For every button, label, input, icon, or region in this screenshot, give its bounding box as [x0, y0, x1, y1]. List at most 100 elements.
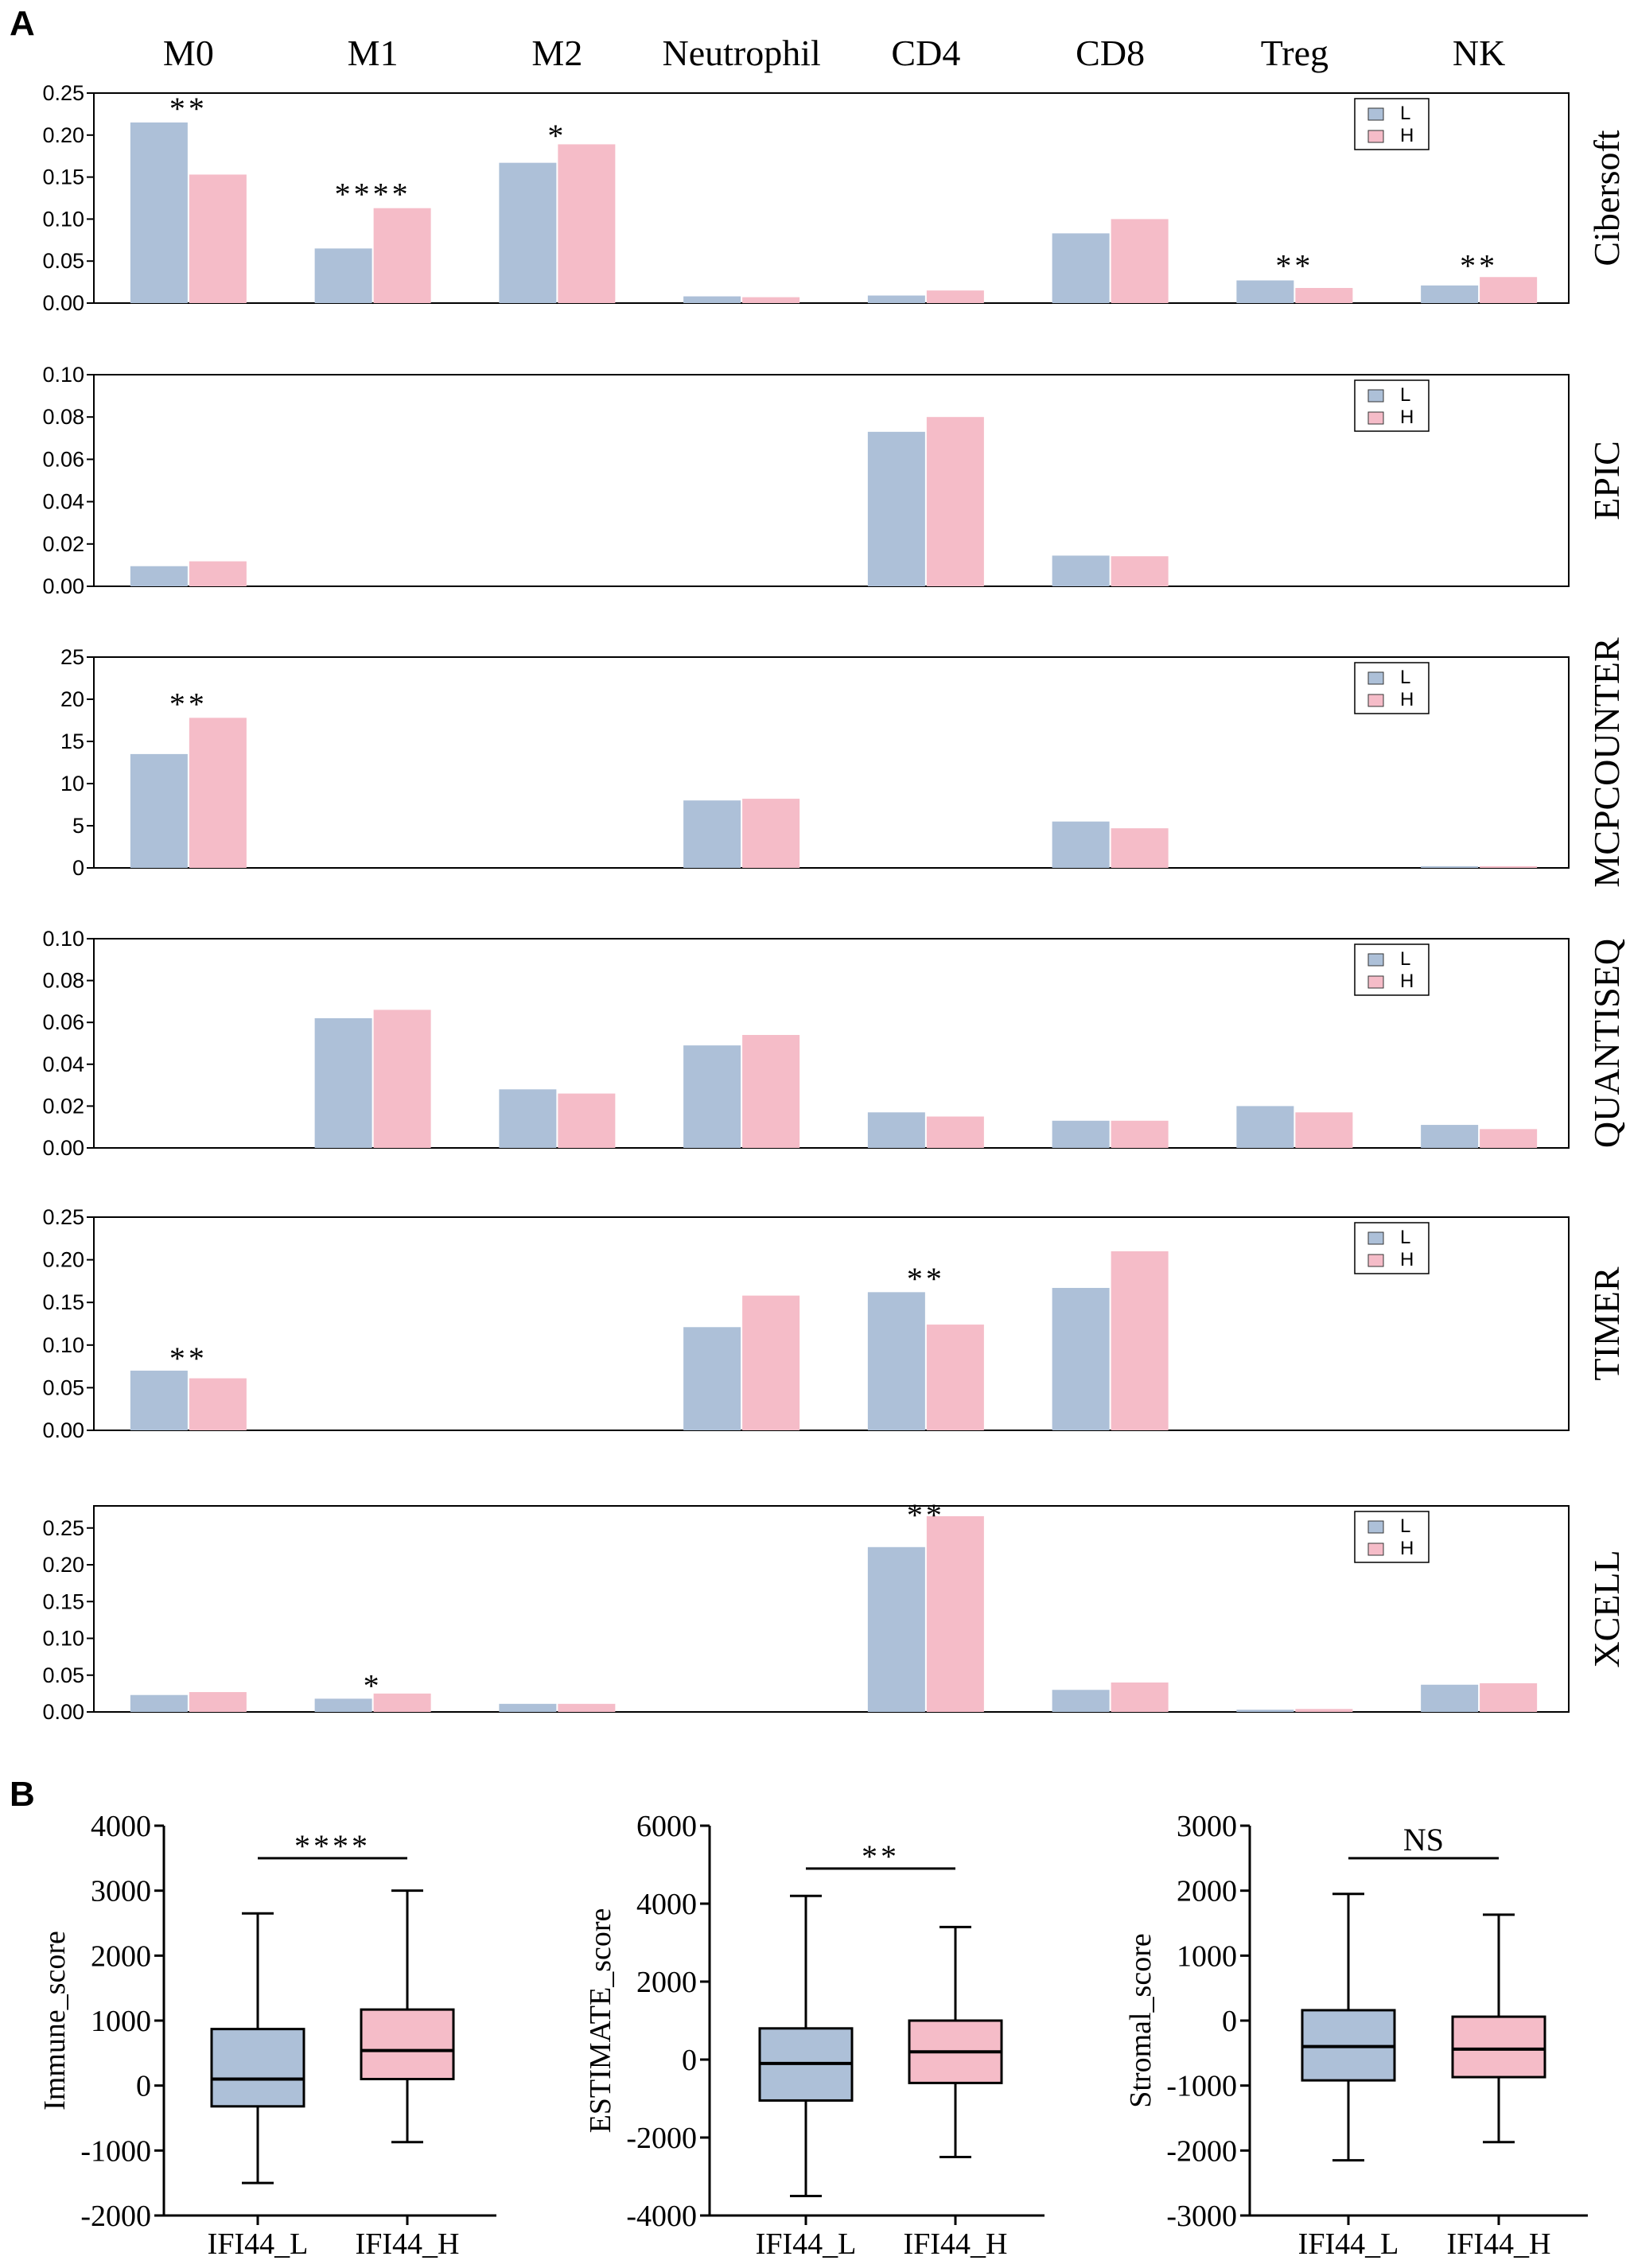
bar-l-cd4: [867, 431, 925, 586]
bar-h-m0: [189, 718, 247, 868]
y-tick-label: 0.00: [42, 291, 84, 315]
plot-frame: [93, 92, 1570, 304]
y-tick-label: 0.20: [42, 1553, 84, 1577]
significance-cd4: **: [907, 1261, 945, 1297]
bar-h-neutrophil: [742, 297, 800, 303]
bar-h-nk: [1480, 866, 1538, 868]
y-tick-label: 0: [682, 2044, 697, 2077]
y-tick-label: 1000: [91, 2005, 151, 2038]
y-tick-label: 1000: [1177, 1939, 1237, 1973]
y-tick-label: -4000: [626, 2200, 697, 2233]
bar-h-cd8: [1111, 556, 1169, 586]
bar-h-treg: [1295, 287, 1353, 303]
plot-frame: [93, 374, 1570, 587]
bar-l-nk: [1421, 285, 1479, 303]
method-label: MCPCOUNTER: [1586, 637, 1627, 888]
legend-label-h: H: [1400, 689, 1414, 710]
bar-l-m0: [130, 753, 188, 868]
y-tick-label: 5: [72, 814, 84, 838]
y-tick-label: 20: [60, 687, 84, 711]
y-tick-label: 0.05: [42, 1375, 84, 1399]
iqr-box: [210, 2028, 305, 2108]
legend-label-l: L: [1400, 1227, 1410, 1248]
y-tick-label: 0.04: [42, 1052, 84, 1076]
y-tick-label: 0: [72, 856, 84, 880]
bar-h-cd4: [926, 417, 984, 586]
box-plot-stromal-score: -3000 -2000 -1000 0 1000 2000 3000 Stromal_scor…: [1124, 1810, 1588, 2261]
box-ifi44-l: IFI44_L: [1298, 1893, 1399, 2261]
significance-m0: **: [169, 91, 208, 126]
bar-l-neutrophil: [683, 296, 741, 303]
legend-swatch-h: [1367, 694, 1384, 707]
y-axis-label: Stromal_score: [1124, 1933, 1157, 2108]
plot-frame: [93, 656, 1570, 869]
bar-h-m1: [373, 1010, 431, 1148]
bar-h-neutrophil: [742, 799, 800, 868]
y-tick-label: 0.15: [42, 165, 84, 189]
y-tick-label: 2000: [636, 1966, 697, 1999]
bar-h-cd4: [926, 290, 984, 303]
y-tick-label: 3000: [91, 1875, 151, 1908]
significance-cd4: **: [907, 1497, 945, 1533]
y-tick-label: 0: [1222, 2005, 1237, 2038]
box-ifi44-h: IFI44_H: [356, 1889, 460, 2261]
column-header-neutrophil: Neutrophil: [662, 33, 820, 73]
plot-frame: [93, 1216, 1570, 1431]
y-tick-label: 0.02: [42, 532, 84, 556]
bar-h-cd8: [1111, 1251, 1169, 1430]
y-tick-label: 10: [60, 772, 84, 796]
method-label: TIMER: [1586, 1266, 1627, 1380]
bar-h-cd4: [926, 1515, 984, 1712]
legend-label-l: L: [1400, 103, 1410, 124]
legend-box: [1354, 1222, 1430, 1274]
panel-label-a: A: [10, 4, 35, 43]
y-tick-label: -1000: [80, 2134, 151, 2168]
y-tick-label: 6000: [636, 1810, 697, 1843]
y-tick-label: 4000: [636, 1888, 697, 1921]
bar-h-cd8: [1111, 828, 1169, 868]
y-tick-label: -2000: [80, 2200, 151, 2233]
legend: LH: [1354, 98, 1430, 150]
x-tick-label: IFI44_H: [356, 2227, 460, 2261]
bar-l-cd8: [1052, 1690, 1110, 1712]
legend-swatch-h: [1367, 1542, 1384, 1556]
y-tick-label: 0.25: [42, 81, 84, 105]
bar-l-neutrophil: [683, 800, 741, 868]
y-tick-label: 0.15: [42, 1290, 84, 1314]
column-header-cd8: CD8: [1076, 33, 1145, 73]
legend-swatch-l: [1367, 1231, 1384, 1245]
x-tick-label: IFI44_L: [756, 2227, 857, 2261]
legend: LH: [1354, 379, 1430, 432]
bar-h-treg: [1295, 1709, 1353, 1712]
y-tick-label: 0.04: [42, 490, 84, 514]
y-tick-label: 0.10: [42, 207, 84, 231]
significance-m1: ****: [335, 177, 411, 212]
plot-frame: [93, 938, 1570, 1149]
bar-l-cd8: [1052, 1120, 1110, 1148]
bar-h-m1: [373, 208, 431, 303]
y-tick-label: 0.25: [42, 1205, 84, 1229]
bar-l-nk: [1421, 1684, 1479, 1712]
method-label: XCELL: [1586, 1550, 1627, 1667]
y-tick-label: 15: [60, 729, 84, 753]
box-ifi44-l: IFI44_L: [756, 1894, 857, 2261]
column-header-treg: Treg: [1261, 33, 1329, 73]
legend-swatch-l: [1367, 953, 1384, 967]
bar-l-m0: [130, 1370, 188, 1430]
bar-l-treg: [1236, 1106, 1294, 1148]
legend-swatch-h: [1367, 411, 1384, 425]
legend-swatch-l: [1367, 107, 1384, 121]
y-tick-label: 0.00: [42, 574, 84, 598]
y-tick-label: 0.05: [42, 1663, 84, 1687]
box-plot-estimate-score: -4000 -2000 0 2000 4000 6000 ESTIMATE_score IFI…: [584, 1810, 1045, 2261]
legend-box: [1354, 1511, 1430, 1563]
legend-swatch-h: [1367, 130, 1384, 143]
bar-l-m2: [499, 1703, 557, 1712]
significance-m2: *: [547, 118, 566, 154]
bar-l-m0: [130, 566, 188, 586]
legend-swatch-l: [1367, 1520, 1384, 1534]
significance-m1: *: [364, 1668, 383, 1704]
significance-label: ****: [294, 1828, 371, 1864]
bar-l-cd4: [867, 295, 925, 303]
y-tick-label: 0.08: [42, 405, 84, 429]
